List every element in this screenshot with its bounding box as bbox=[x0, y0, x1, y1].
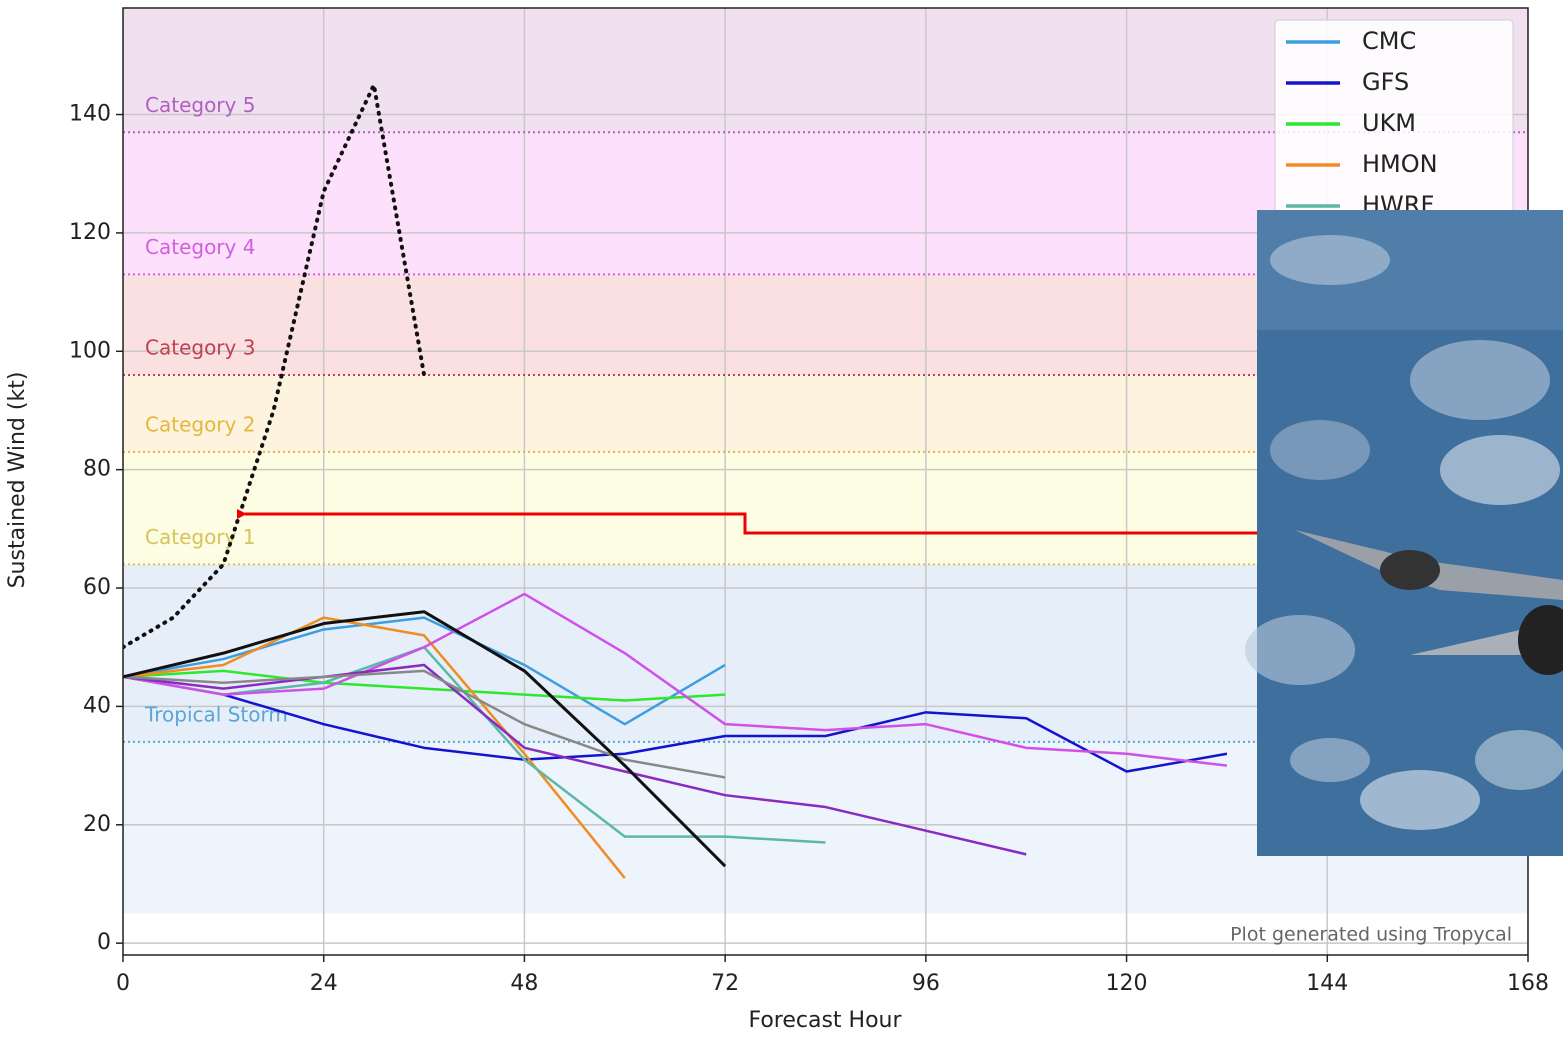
x-tick-label: 96 bbox=[912, 971, 940, 996]
annotation: Plot generated using Tropycal bbox=[1230, 924, 1512, 946]
band-label: Category 3 bbox=[145, 335, 255, 359]
y-tick-label: 80 bbox=[83, 457, 111, 482]
y-tick-label: 40 bbox=[83, 693, 111, 718]
legend-label: CMC bbox=[1362, 27, 1416, 55]
y-tick-label: 120 bbox=[69, 220, 111, 245]
y-tick-label: 20 bbox=[83, 812, 111, 837]
arrow bbox=[237, 509, 1257, 535]
y-tick-label: 0 bbox=[97, 930, 111, 955]
x-tick-label: 48 bbox=[510, 971, 538, 996]
y-tick-label: 100 bbox=[69, 338, 111, 363]
x-axis-label: Forecast Hour bbox=[748, 1008, 902, 1033]
legend-label: HMON bbox=[1362, 150, 1438, 178]
x-tick-label: 72 bbox=[711, 971, 739, 996]
x-tick-label: 0 bbox=[116, 971, 130, 996]
band-label: Category 1 bbox=[145, 525, 255, 549]
series-line bbox=[123, 669, 726, 702]
y-tick-label: 60 bbox=[83, 575, 111, 600]
legend-label: UKM bbox=[1362, 109, 1416, 137]
band-label: Category 2 bbox=[145, 412, 255, 436]
x-tick-label: 144 bbox=[1306, 971, 1348, 996]
series-line bbox=[123, 610, 727, 868]
series-line bbox=[123, 663, 1027, 856]
series-line bbox=[123, 669, 726, 779]
series-line bbox=[123, 616, 626, 879]
series-line bbox=[123, 675, 1228, 773]
band-label: Category 4 bbox=[145, 235, 255, 259]
x-tick-label: 120 bbox=[1106, 971, 1148, 996]
series-line bbox=[123, 82, 427, 650]
y-tick-label: 140 bbox=[69, 102, 111, 127]
series-line bbox=[123, 616, 726, 726]
x-tick-label: 24 bbox=[310, 971, 338, 996]
series-line bbox=[123, 592, 1228, 767]
y-axis-label: Sustained Wind (kt) bbox=[5, 372, 30, 589]
legend-label: GFS bbox=[1362, 68, 1409, 96]
x-tick-label: 168 bbox=[1507, 971, 1549, 996]
band-label: Category 5 bbox=[145, 93, 255, 117]
photo bbox=[1245, 210, 1563, 856]
